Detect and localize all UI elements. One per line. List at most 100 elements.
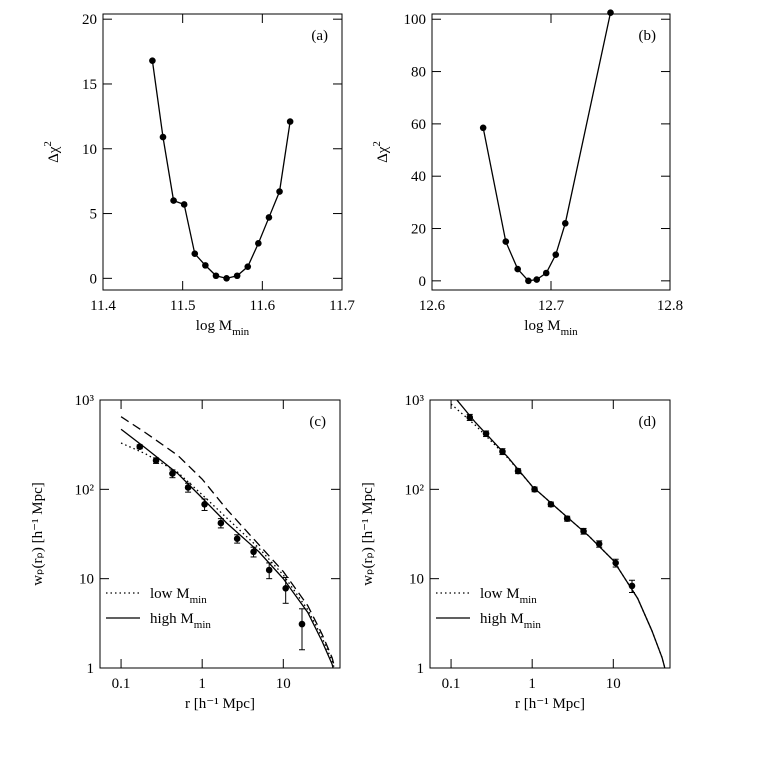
- y-axis-label: Δχ2: [371, 141, 391, 163]
- x-tick-label: 11.5: [170, 298, 196, 314]
- data-point: [265, 214, 273, 221]
- legend-label: high Mmin: [150, 611, 211, 631]
- plot-area: [120, 416, 336, 668]
- data-point: [561, 219, 569, 227]
- legend-name: low M: [150, 586, 190, 602]
- x-axis-label: r [h⁻¹ Mpc]: [515, 696, 585, 712]
- data-point: [223, 275, 230, 282]
- panel: 0.1 1 10 1 10 10² 10³ r [h⁻¹ Mpc] wₚ(rₚ) [h⁻¹ Mp…: [30, 393, 341, 712]
- panel: 12.6 12.7 12.8 0 20 40 60 80 100 log Mmin Δχ2 (b): [371, 9, 683, 338]
- data-point: [170, 197, 177, 204]
- plot-frame: [431, 13, 671, 291]
- data-point: [466, 414, 474, 421]
- data-point: [482, 430, 490, 437]
- data-point: [282, 585, 289, 592]
- plot-frame: [99, 399, 341, 669]
- y-axis-label-main: Δχ: [46, 146, 62, 163]
- plot-frame: [102, 13, 343, 291]
- panel-label: (b): [639, 28, 657, 44]
- legend-name: low M: [480, 586, 520, 602]
- series-line: [456, 400, 666, 668]
- data-point: [628, 582, 636, 590]
- legend-name-sub: min: [524, 619, 542, 631]
- y-tick-label: 80: [411, 65, 426, 81]
- plot-area: [482, 14, 611, 282]
- data-point: [180, 201, 188, 208]
- series-line: [120, 442, 335, 668]
- data-point: [499, 448, 506, 455]
- y-axis-label: Δχ2: [42, 141, 62, 163]
- data-point: [265, 566, 273, 574]
- y-tick-label: 5: [90, 207, 98, 223]
- y-tick-label: 60: [411, 117, 426, 133]
- y-tick-label: 10: [409, 572, 424, 588]
- data-point: [607, 9, 614, 16]
- panel-label: (a): [311, 28, 328, 44]
- data-point: [479, 124, 487, 132]
- legend-name: high M: [480, 611, 524, 627]
- data-point: [244, 263, 252, 270]
- y-tick-label: 20: [411, 222, 426, 238]
- y-axis-label-sup: 2: [42, 141, 54, 147]
- data-point: [580, 527, 587, 535]
- plot-area: [151, 60, 291, 280]
- data-point: [201, 500, 208, 508]
- y-tick-label: 10: [82, 142, 97, 158]
- panel: 11.4 11.5 11.6 11.7 0 5 10 15 20 log Mmin Δχ2 (a): [42, 12, 355, 338]
- data-point: [502, 238, 510, 245]
- data-point: [547, 500, 555, 508]
- x-axis-label-sub: min: [561, 326, 579, 338]
- data-point: [212, 272, 220, 280]
- series-line: [120, 416, 336, 668]
- data-point: [217, 519, 225, 527]
- x-axis-label: log Mmin: [196, 318, 250, 338]
- y-tick-label: 10: [79, 572, 94, 588]
- y-tick-label: 0: [419, 274, 427, 290]
- data-point: [298, 620, 306, 628]
- y-tick-label: 20: [82, 12, 97, 28]
- plot-frame: [429, 399, 671, 669]
- legend-name-sub: min: [520, 594, 538, 606]
- y-tick-label: 10³: [405, 393, 425, 409]
- panel-label: (c): [309, 414, 326, 430]
- data-point: [136, 443, 144, 451]
- series-line: [482, 14, 611, 282]
- panel-label: (d): [639, 414, 657, 430]
- data-point: [514, 467, 522, 475]
- x-axis-label: log Mmin: [524, 318, 578, 338]
- x-axis-label-main: log M: [196, 318, 232, 334]
- x-tick-label: 12.8: [657, 298, 683, 314]
- data-point: [552, 251, 560, 258]
- series-line: [120, 428, 334, 668]
- x-tick-label: 12.7: [538, 298, 565, 314]
- data-point: [202, 262, 209, 269]
- y-tick-label: 10³: [75, 393, 95, 409]
- legend-label: low Mmin: [480, 586, 537, 606]
- x-axis-label: r [h⁻¹ Mpc]: [185, 696, 255, 712]
- x-tick-label: 0.1: [112, 676, 131, 692]
- x-tick-label: 1: [528, 676, 536, 692]
- data-point: [255, 240, 262, 247]
- data-point: [525, 277, 532, 285]
- y-tick-label: 15: [82, 77, 97, 93]
- data-point: [531, 486, 538, 493]
- data-point: [159, 133, 167, 141]
- y-tick-label: 100: [404, 12, 427, 28]
- plot-area: [450, 400, 666, 668]
- data-point: [276, 188, 283, 195]
- data-point: [233, 272, 241, 280]
- x-axis-label-sub: min: [232, 326, 250, 338]
- panel: 0.1 1 10 1 10 10² 10³ r [h⁻¹ Mpc] wₚ(rₚ) [h⁻¹ Mp…: [360, 393, 671, 712]
- legend-label: low Mmin: [150, 586, 207, 606]
- data-point: [542, 269, 550, 277]
- data-point: [233, 535, 241, 543]
- data-point: [563, 515, 571, 522]
- y-axis-label-main: Δχ: [375, 146, 391, 163]
- data-point: [533, 276, 541, 283]
- y-tick-label: 0: [90, 271, 98, 287]
- series-line: [450, 403, 666, 668]
- data-point: [191, 250, 199, 258]
- data-point: [250, 548, 257, 556]
- legend-name-sub: min: [190, 594, 208, 606]
